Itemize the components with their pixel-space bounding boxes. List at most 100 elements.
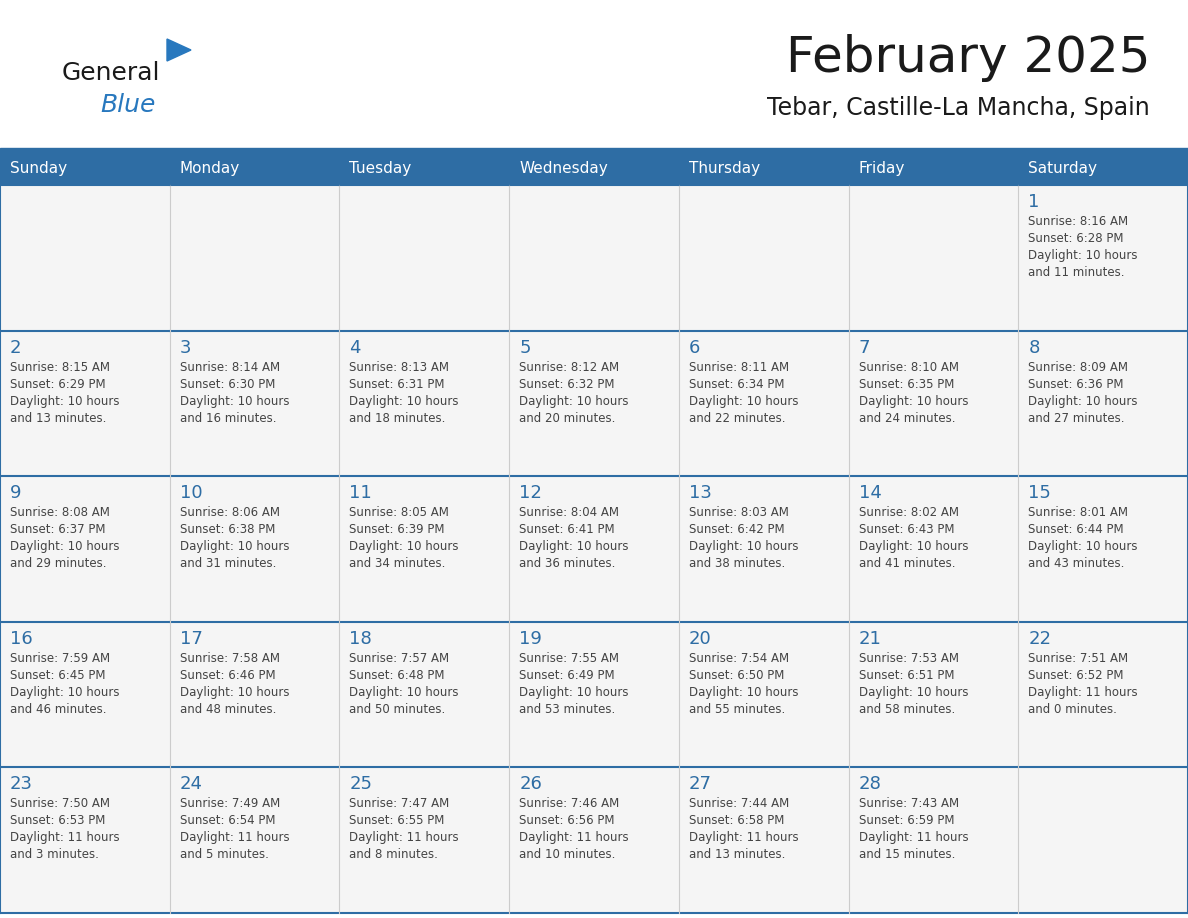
Text: Daylight: 10 hours: Daylight: 10 hours: [689, 395, 798, 408]
Text: Sunrise: 8:03 AM: Sunrise: 8:03 AM: [689, 506, 789, 520]
Text: and 58 minutes.: and 58 minutes.: [859, 703, 955, 716]
Text: Daylight: 10 hours: Daylight: 10 hours: [349, 686, 459, 699]
Text: 15: 15: [1029, 484, 1051, 502]
Text: Sunset: 6:37 PM: Sunset: 6:37 PM: [10, 523, 106, 536]
Text: Daylight: 10 hours: Daylight: 10 hours: [1029, 395, 1138, 408]
Bar: [678, 153, 848, 185]
Bar: [848, 153, 1018, 185]
Text: Sunset: 6:32 PM: Sunset: 6:32 PM: [519, 377, 614, 390]
Text: Daylight: 10 hours: Daylight: 10 hours: [179, 686, 289, 699]
Text: 22: 22: [1029, 630, 1051, 648]
Text: and 22 minutes.: and 22 minutes.: [689, 411, 785, 425]
Bar: [1018, 476, 1188, 621]
Text: Daylight: 11 hours: Daylight: 11 hours: [10, 832, 120, 845]
Bar: [0, 767, 170, 913]
Bar: [1018, 153, 1188, 185]
Text: Sunrise: 7:49 AM: Sunrise: 7:49 AM: [179, 798, 280, 811]
Text: Sunrise: 7:55 AM: Sunrise: 7:55 AM: [519, 652, 619, 665]
Text: and 24 minutes.: and 24 minutes.: [859, 411, 955, 425]
Text: and 29 minutes.: and 29 minutes.: [10, 557, 107, 570]
Bar: [848, 476, 1018, 621]
Bar: [340, 767, 510, 913]
Text: Sunset: 6:45 PM: Sunset: 6:45 PM: [10, 669, 106, 682]
Text: 6: 6: [689, 339, 700, 356]
Text: and 18 minutes.: and 18 minutes.: [349, 411, 446, 425]
Text: 17: 17: [179, 630, 203, 648]
Text: 11: 11: [349, 484, 372, 502]
Text: Sunset: 6:29 PM: Sunset: 6:29 PM: [10, 377, 106, 390]
Text: Sunset: 6:39 PM: Sunset: 6:39 PM: [349, 523, 446, 536]
Text: Sunset: 6:59 PM: Sunset: 6:59 PM: [859, 814, 954, 827]
Bar: [0, 621, 170, 767]
Text: Sunset: 6:30 PM: Sunset: 6:30 PM: [179, 377, 276, 390]
Text: 28: 28: [859, 776, 881, 793]
Text: Daylight: 10 hours: Daylight: 10 hours: [10, 540, 120, 554]
Text: Daylight: 10 hours: Daylight: 10 hours: [179, 395, 289, 408]
Polygon shape: [168, 39, 191, 61]
Text: General: General: [62, 61, 160, 85]
Text: Sunrise: 7:51 AM: Sunrise: 7:51 AM: [1029, 652, 1129, 665]
Text: 25: 25: [349, 776, 372, 793]
Text: Sunrise: 8:16 AM: Sunrise: 8:16 AM: [1029, 215, 1129, 228]
Text: 3: 3: [179, 339, 191, 356]
Text: Daylight: 10 hours: Daylight: 10 hours: [1029, 249, 1138, 262]
Bar: [510, 185, 678, 330]
Bar: [170, 476, 340, 621]
Text: 20: 20: [689, 630, 712, 648]
Text: 2: 2: [10, 339, 21, 356]
Text: and 27 minutes.: and 27 minutes.: [1029, 411, 1125, 425]
Text: 21: 21: [859, 630, 881, 648]
Bar: [678, 767, 848, 913]
Text: Sunrise: 7:43 AM: Sunrise: 7:43 AM: [859, 798, 959, 811]
Bar: [340, 476, 510, 621]
Bar: [510, 476, 678, 621]
Bar: [678, 185, 848, 330]
Text: Daylight: 10 hours: Daylight: 10 hours: [689, 686, 798, 699]
Bar: [0, 185, 170, 330]
Text: Sunrise: 8:02 AM: Sunrise: 8:02 AM: [859, 506, 959, 520]
Text: and 5 minutes.: and 5 minutes.: [179, 848, 268, 861]
Text: and 34 minutes.: and 34 minutes.: [349, 557, 446, 570]
Text: Sunrise: 7:46 AM: Sunrise: 7:46 AM: [519, 798, 619, 811]
Text: and 50 minutes.: and 50 minutes.: [349, 703, 446, 716]
Text: and 0 minutes.: and 0 minutes.: [1029, 703, 1117, 716]
Text: Daylight: 10 hours: Daylight: 10 hours: [349, 540, 459, 554]
Text: Sunrise: 8:08 AM: Sunrise: 8:08 AM: [10, 506, 109, 520]
Text: Sunrise: 7:57 AM: Sunrise: 7:57 AM: [349, 652, 449, 665]
Text: Sunset: 6:46 PM: Sunset: 6:46 PM: [179, 669, 276, 682]
Text: 12: 12: [519, 484, 542, 502]
Text: Sunrise: 8:12 AM: Sunrise: 8:12 AM: [519, 361, 619, 374]
Bar: [848, 767, 1018, 913]
Text: 5: 5: [519, 339, 531, 356]
Text: 9: 9: [10, 484, 21, 502]
Text: 27: 27: [689, 776, 712, 793]
Bar: [848, 330, 1018, 476]
Text: 10: 10: [179, 484, 202, 502]
Bar: [848, 185, 1018, 330]
Text: Daylight: 10 hours: Daylight: 10 hours: [1029, 540, 1138, 554]
Text: Sunset: 6:34 PM: Sunset: 6:34 PM: [689, 377, 784, 390]
Text: Sunset: 6:51 PM: Sunset: 6:51 PM: [859, 669, 954, 682]
Text: Daylight: 11 hours: Daylight: 11 hours: [519, 832, 628, 845]
Text: Sunrise: 8:06 AM: Sunrise: 8:06 AM: [179, 506, 279, 520]
Bar: [340, 621, 510, 767]
Bar: [340, 330, 510, 476]
Text: Daylight: 10 hours: Daylight: 10 hours: [519, 686, 628, 699]
Text: Monday: Monday: [179, 162, 240, 176]
Text: Daylight: 10 hours: Daylight: 10 hours: [10, 395, 120, 408]
Text: and 41 minutes.: and 41 minutes.: [859, 557, 955, 570]
Text: Daylight: 11 hours: Daylight: 11 hours: [1029, 686, 1138, 699]
Bar: [170, 153, 340, 185]
Text: and 13 minutes.: and 13 minutes.: [10, 411, 107, 425]
Bar: [510, 330, 678, 476]
Text: Sunset: 6:48 PM: Sunset: 6:48 PM: [349, 669, 446, 682]
Bar: [510, 767, 678, 913]
Text: 13: 13: [689, 484, 712, 502]
Text: and 3 minutes.: and 3 minutes.: [10, 848, 99, 861]
Text: 16: 16: [10, 630, 33, 648]
Text: Sunset: 6:38 PM: Sunset: 6:38 PM: [179, 523, 276, 536]
Text: Blue: Blue: [100, 93, 156, 117]
Text: Sunrise: 8:04 AM: Sunrise: 8:04 AM: [519, 506, 619, 520]
Text: 1: 1: [1029, 193, 1040, 211]
Text: Thursday: Thursday: [689, 162, 760, 176]
